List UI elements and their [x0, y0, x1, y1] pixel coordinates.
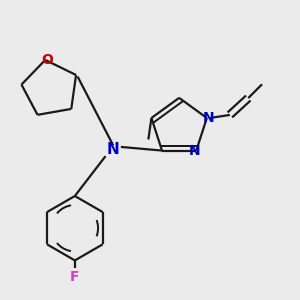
Text: N: N	[107, 142, 120, 158]
Text: N: N	[202, 111, 214, 125]
Text: O: O	[41, 53, 53, 67]
Text: N: N	[189, 144, 200, 158]
Text: F: F	[70, 270, 80, 284]
